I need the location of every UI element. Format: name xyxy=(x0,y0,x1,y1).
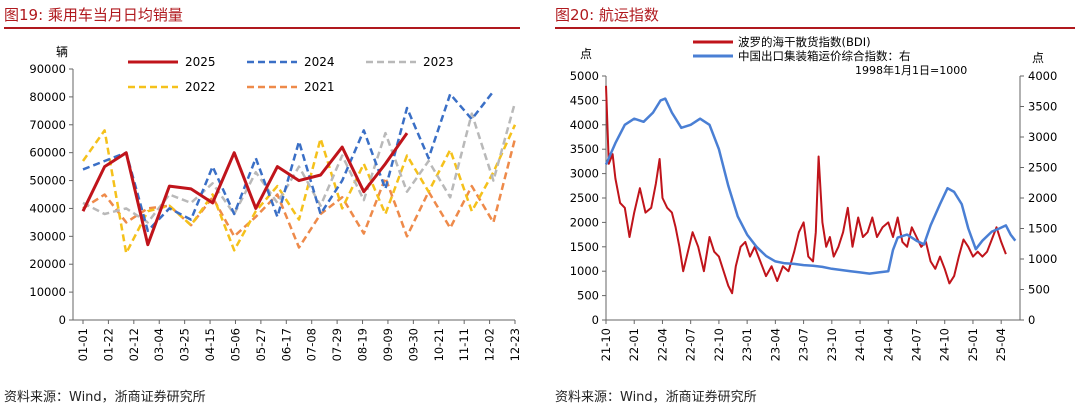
right-y-tick-label: 1500 xyxy=(1028,222,1057,236)
x-tick-label: 22-04 xyxy=(655,328,669,361)
left-y-tick-label: 500 xyxy=(577,289,599,303)
x-tick-label: 23-04 xyxy=(768,328,782,361)
y-tick-label: 30000 xyxy=(29,229,66,243)
y-tick-label: 20000 xyxy=(29,257,66,271)
x-tick-label: 24-07 xyxy=(910,328,924,361)
series-line-bdi xyxy=(605,85,1007,295)
left-y-tick-label: 4500 xyxy=(570,93,599,107)
right-source-note: 资料来源：Wind，浙商证券研究所 xyxy=(555,390,757,405)
x-tick-label: 05-27 xyxy=(254,328,268,361)
x-tick-label: 22-10 xyxy=(712,328,726,361)
x-tick-label: 11-11 xyxy=(457,328,471,361)
x-tick-label: 07-29 xyxy=(330,328,344,361)
series-line-container-index xyxy=(604,97,1017,275)
right-y-tick-label: 3500 xyxy=(1028,100,1057,114)
x-tick-label: 08-19 xyxy=(356,328,370,361)
legend-label-2022: 2022 xyxy=(185,80,216,94)
x-tick-label: 24-10 xyxy=(938,328,952,361)
y-tick-label: 60000 xyxy=(29,146,66,160)
right-y-tick-label: 4000 xyxy=(1028,69,1057,83)
base-date-note: 1998年1月1日=1000 xyxy=(855,63,967,77)
x-tick-label: 06-17 xyxy=(279,328,293,361)
left-panel-title: 图19: 乘用车当月日均销量 xyxy=(4,6,183,24)
series-line-2024 xyxy=(82,90,495,233)
left-y-tick-label: 0 xyxy=(592,313,599,327)
series-line-2025 xyxy=(81,132,409,247)
x-tick-label: 09-09 xyxy=(381,328,395,361)
series-line-2023 xyxy=(82,102,517,224)
right-y-tick-label: 3000 xyxy=(1028,130,1057,144)
x-tick-label: 23-01 xyxy=(740,328,754,361)
right-title-rule xyxy=(555,27,1075,29)
y-tick-label: 50000 xyxy=(29,174,66,188)
left-y-tick-label: 3000 xyxy=(570,167,599,181)
x-tick-label: 22-07 xyxy=(684,328,698,361)
left-y-tick-label: 1500 xyxy=(570,240,599,254)
x-tick-label: 12-23 xyxy=(508,328,522,361)
x-tick-label: 21-10 xyxy=(599,328,613,361)
left-y-tick-label: 4000 xyxy=(570,118,599,132)
x-tick-label: 25-04 xyxy=(994,328,1008,361)
x-tick-label: 09-30 xyxy=(406,328,420,361)
y-tick-label: 80000 xyxy=(29,90,66,104)
right-axis-unit-label: 点 xyxy=(1032,51,1044,65)
left-y-tick-label: 2000 xyxy=(570,215,599,229)
left-axis-unit-label: 点 xyxy=(580,47,592,61)
legend-label-container-index: 中国出口集装箱运价综合指数：右 xyxy=(738,49,911,63)
x-tick-label: 03-04 xyxy=(152,328,166,361)
x-tick-label: 07-08 xyxy=(305,328,319,361)
right-y-tick-label: 2500 xyxy=(1028,161,1057,175)
y-tick-label: 0 xyxy=(59,313,66,327)
x-tick-label: 03-25 xyxy=(178,328,192,361)
x-tick-label: 12-02 xyxy=(483,328,497,361)
x-tick-label: 24-04 xyxy=(881,328,895,361)
x-tick-label: 01-22 xyxy=(101,328,115,361)
left-title-rule xyxy=(4,27,520,29)
left-y-tick-label: 3500 xyxy=(570,142,599,156)
series-line-2021 xyxy=(82,138,517,249)
x-tick-label: 05-06 xyxy=(228,328,242,361)
legend-label-2021: 2021 xyxy=(304,80,335,94)
x-tick-label: 02-12 xyxy=(127,328,141,361)
right-y-tick-label: 500 xyxy=(1028,283,1050,297)
right-y-tick-label: 2000 xyxy=(1028,191,1057,205)
x-tick-label: 24-01 xyxy=(853,328,867,361)
y-tick-label: 10000 xyxy=(29,285,66,299)
right-y-tick-label: 1000 xyxy=(1028,252,1057,266)
x-tick-label: 04-15 xyxy=(203,328,217,361)
y-tick-label: 70000 xyxy=(29,118,66,132)
right-panel-title: 图20: 航运指数 xyxy=(555,6,659,24)
legend-label-2023: 2023 xyxy=(423,55,454,69)
y-tick-label: 40000 xyxy=(29,201,66,215)
left-source-note: 资料来源：Wind，浙商证券研究所 xyxy=(4,390,206,405)
left-y-tick-label: 5000 xyxy=(570,69,599,83)
x-tick-label: 23-07 xyxy=(797,328,811,361)
y-axis-unit-label: 辆 xyxy=(56,45,68,59)
legend-label-bdi: 波罗的海干散货指数(BDI) xyxy=(738,35,871,49)
x-tick-label: 23-10 xyxy=(825,328,839,361)
left-chart: 辆 0 10000 20000 30000 40000 50000 60000 70000 800… xyxy=(29,45,522,361)
legend-label-2025: 2025 xyxy=(185,55,216,69)
legend-label-2024: 2024 xyxy=(304,55,335,69)
series-line-2022 xyxy=(81,124,517,255)
right-chart: 点 点 0 500 1000 1500 2000 2500 3000 3500 4000 4500 50… xyxy=(570,35,1058,361)
left-y-tick-label: 2500 xyxy=(570,191,599,205)
x-tick-label: 25-01 xyxy=(966,328,980,361)
right-y-tick-label: 0 xyxy=(1028,313,1035,327)
x-tick-label: 22-01 xyxy=(627,328,641,361)
left-y-tick-label: 1000 xyxy=(570,264,599,278)
x-tick-label: 01-01 xyxy=(76,328,90,361)
y-tick-label: 90000 xyxy=(29,62,66,76)
x-tick-label: 10-21 xyxy=(432,328,446,361)
